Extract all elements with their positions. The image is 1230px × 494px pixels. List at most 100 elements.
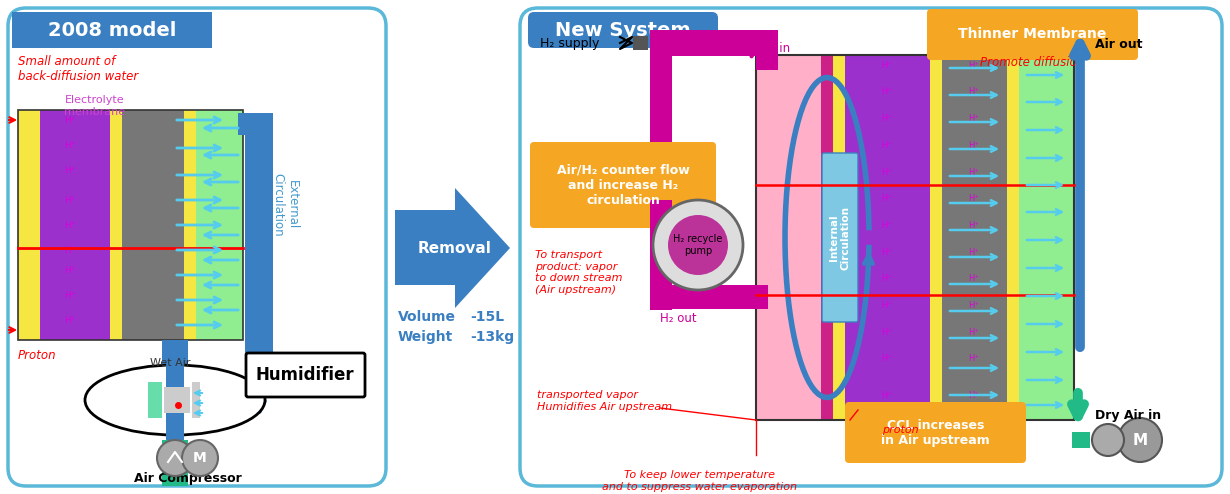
- FancyBboxPatch shape: [822, 153, 859, 322]
- FancyBboxPatch shape: [520, 8, 1221, 486]
- Bar: [41, 110, 109, 340]
- Text: H⁺: H⁺: [968, 274, 979, 283]
- Text: H⁺: H⁺: [882, 247, 893, 256]
- Bar: [184, 110, 196, 340]
- Bar: [162, 340, 188, 365]
- Bar: [1018, 55, 1074, 420]
- Text: To keep lower temperature
and to suppress water evaporation: To keep lower temperature and to suppres…: [603, 470, 797, 492]
- Bar: [166, 360, 184, 440]
- Bar: [649, 30, 672, 310]
- Text: H⁺: H⁺: [882, 194, 893, 203]
- Text: Weight: Weight: [399, 330, 453, 344]
- Text: Air Compressor: Air Compressor: [134, 471, 242, 485]
- Bar: [649, 285, 768, 309]
- Text: H⁺: H⁺: [968, 114, 979, 123]
- Ellipse shape: [85, 365, 264, 435]
- Bar: [109, 110, 122, 340]
- FancyBboxPatch shape: [528, 12, 718, 48]
- Text: H⁺: H⁺: [64, 220, 76, 230]
- Bar: [756, 30, 779, 70]
- Text: CCL increases
in Air upstream: CCL increases in Air upstream: [881, 418, 990, 447]
- Bar: [18, 110, 41, 340]
- Text: H⁺: H⁺: [64, 196, 76, 205]
- Text: H₂ out: H₂ out: [661, 312, 696, 325]
- Bar: [1073, 432, 1090, 448]
- Circle shape: [1092, 424, 1124, 456]
- Text: Proton: Proton: [18, 348, 57, 362]
- Bar: [633, 36, 648, 50]
- Bar: [148, 382, 162, 418]
- Text: Humidifier: Humidifier: [256, 366, 354, 384]
- Text: New System: New System: [555, 20, 691, 40]
- Text: H⁺: H⁺: [968, 140, 979, 150]
- Text: H⁺: H⁺: [968, 220, 979, 230]
- Text: H⁺: H⁺: [882, 167, 893, 176]
- Bar: [833, 55, 845, 420]
- Bar: [12, 12, 212, 48]
- Bar: [1007, 55, 1018, 420]
- Text: H⁺: H⁺: [882, 300, 893, 310]
- Text: H⁺: H⁺: [64, 316, 76, 325]
- Bar: [18, 110, 244, 340]
- Text: proton: proton: [882, 425, 919, 435]
- Text: H⁺: H⁺: [882, 354, 893, 363]
- Text: H₂ in: H₂ in: [763, 41, 790, 54]
- Text: H⁺: H⁺: [968, 328, 979, 336]
- Text: Volume: Volume: [399, 310, 456, 324]
- Text: H⁺: H⁺: [64, 290, 76, 299]
- Text: 2008 model: 2008 model: [48, 20, 176, 40]
- Text: H⁺: H⁺: [64, 116, 76, 124]
- Bar: [756, 55, 820, 420]
- Text: H⁺: H⁺: [968, 167, 979, 176]
- Text: H⁺: H⁺: [882, 328, 893, 336]
- FancyBboxPatch shape: [12, 12, 212, 48]
- Circle shape: [653, 200, 743, 290]
- Text: -13kg: -13kg: [470, 330, 514, 344]
- Bar: [164, 387, 189, 413]
- Text: Thinner Membrane: Thinner Membrane: [958, 28, 1107, 41]
- Text: H⁺: H⁺: [968, 247, 979, 256]
- Text: H⁺: H⁺: [64, 246, 76, 254]
- Bar: [649, 30, 768, 56]
- Bar: [820, 55, 833, 420]
- Text: H⁺: H⁺: [882, 274, 893, 283]
- Text: H⁺: H⁺: [64, 265, 76, 275]
- Polygon shape: [395, 188, 510, 308]
- Text: H₂ recycle
pump: H₂ recycle pump: [673, 234, 723, 256]
- Circle shape: [1118, 418, 1162, 462]
- Text: Dry Air in: Dry Air in: [1095, 409, 1161, 421]
- Text: H⁺: H⁺: [882, 220, 893, 230]
- Text: H⁺: H⁺: [882, 114, 893, 123]
- Text: transported vapor
Humidifies Air upstream: transported vapor Humidifies Air upstrea…: [538, 390, 672, 412]
- Text: H₂ supply: H₂ supply: [540, 37, 599, 49]
- Text: H⁺: H⁺: [968, 194, 979, 203]
- Text: H⁺: H⁺: [882, 390, 893, 400]
- FancyBboxPatch shape: [246, 353, 365, 397]
- Text: H⁺: H⁺: [882, 140, 893, 150]
- Bar: [930, 55, 942, 420]
- Text: Wet Air: Wet Air: [150, 358, 191, 368]
- Text: Air/H₂ counter flow
and increase H₂
circulation: Air/H₂ counter flow and increase H₂ circ…: [557, 164, 689, 206]
- Bar: [942, 55, 1007, 420]
- Text: H⁺: H⁺: [968, 60, 979, 70]
- Text: H⁺: H⁺: [882, 87, 893, 96]
- Text: To transport
product: vapor
to down stream
(Air upstream): To transport product: vapor to down stre…: [535, 250, 622, 295]
- Text: H⁺: H⁺: [968, 300, 979, 310]
- Bar: [756, 55, 1074, 420]
- Text: H⁺: H⁺: [64, 140, 76, 150]
- Text: H⁺: H⁺: [968, 87, 979, 96]
- Bar: [162, 440, 188, 486]
- FancyBboxPatch shape: [9, 8, 386, 486]
- Text: Small amount of
back-diffusion water: Small amount of back-diffusion water: [18, 55, 138, 83]
- FancyBboxPatch shape: [845, 402, 1026, 463]
- Text: Promote diffusion: Promote diffusion: [980, 56, 1084, 70]
- Bar: [196, 110, 244, 340]
- Bar: [237, 113, 264, 135]
- Text: -15L: -15L: [470, 310, 504, 324]
- Text: H⁺: H⁺: [64, 165, 76, 174]
- Text: H⁺: H⁺: [882, 60, 893, 70]
- Text: Air out: Air out: [1095, 39, 1143, 51]
- Circle shape: [157, 440, 193, 476]
- Text: H⁺: H⁺: [968, 390, 979, 400]
- FancyBboxPatch shape: [530, 142, 716, 228]
